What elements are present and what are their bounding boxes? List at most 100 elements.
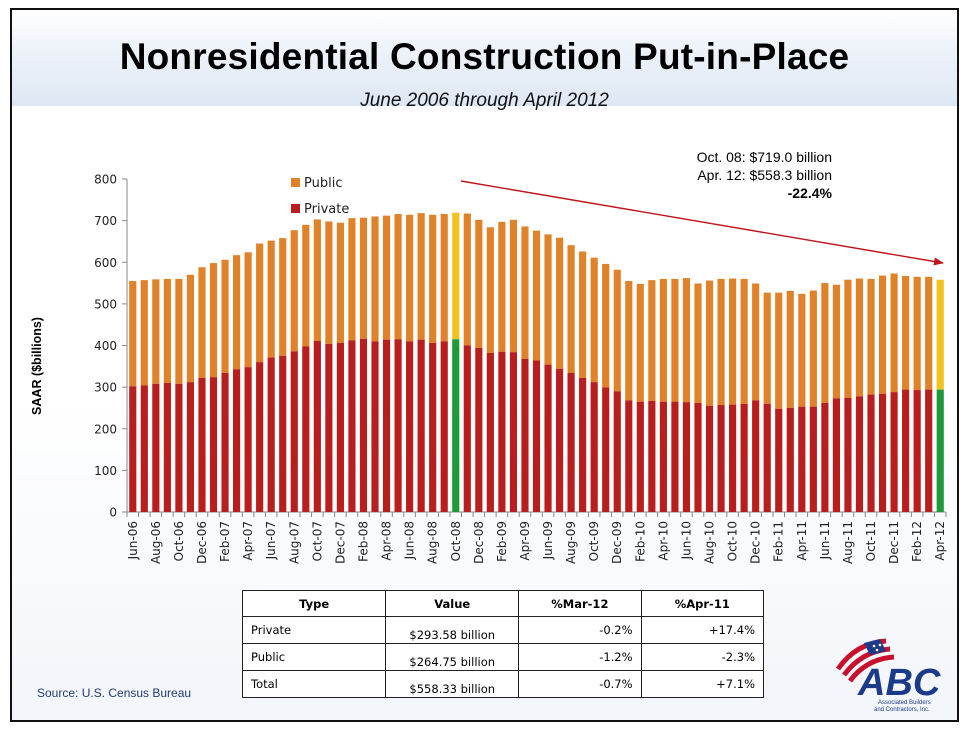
x-tick-label: Aug-10 <box>703 521 717 564</box>
bar-private <box>936 389 944 512</box>
bar-private <box>348 340 356 512</box>
x-tick-label: Feb-12 <box>910 521 924 562</box>
bar-public <box>625 280 633 401</box>
table-row: Public $264.75 billion -1.2% -2.3% <box>241 643 765 671</box>
bar-public <box>648 280 656 401</box>
bar-public <box>198 267 206 378</box>
table-cell: -0.2% <box>518 616 642 644</box>
x-tick-label: Apr-12 <box>933 521 947 561</box>
y-tick-label: 300 <box>94 381 117 395</box>
bar-private <box>636 401 644 512</box>
annotation-peak: Oct. 08: $719.0 billion <box>696 149 832 165</box>
bar-public <box>382 215 391 340</box>
x-tick-label: Oct-08 <box>449 521 463 561</box>
bar-private <box>890 392 898 512</box>
x-tick-label: Feb-09 <box>495 521 509 562</box>
bar-public <box>821 283 829 403</box>
bar-public <box>913 276 921 391</box>
bar-public <box>129 280 137 387</box>
flag-stripes-icon <box>835 638 895 683</box>
table-cell: $558.33 billion <box>385 670 520 698</box>
bar-public <box>509 219 518 353</box>
bar-private <box>440 341 448 512</box>
x-tick-label: Aug-11 <box>841 521 855 564</box>
bar-private <box>798 406 806 512</box>
bar-public <box>359 217 368 339</box>
bar-private <box>313 340 321 512</box>
bar-public <box>671 278 679 402</box>
bar-public <box>659 278 667 402</box>
bar-public <box>544 234 552 365</box>
bar-private <box>613 391 621 512</box>
x-tick-label: Oct-06 <box>172 521 186 561</box>
table-header-apr11: %Apr-11 <box>640 590 765 617</box>
legend-swatch-private <box>291 204 300 213</box>
bar-public <box>786 290 794 408</box>
table-cell: +17.4% <box>640 616 765 644</box>
bar-private <box>832 398 840 512</box>
table-header-mar12: %Mar-12 <box>518 590 642 617</box>
table-header-type: Type <box>241 590 387 617</box>
bar-private <box>555 368 564 512</box>
bar-public <box>186 274 195 383</box>
table-header-row: Type Value %Mar-12 %Apr-11 <box>241 590 765 617</box>
bar-private <box>429 343 437 512</box>
bar-public <box>244 252 252 368</box>
legend-label-private: Private <box>304 202 349 217</box>
x-tick-label: Apr-08 <box>380 521 394 561</box>
logo-tagline-2: and Contractors, Inc. <box>874 707 930 713</box>
bar-private <box>775 408 783 512</box>
bar-private <box>198 377 206 512</box>
x-tick-label: Jun-06 <box>126 521 140 560</box>
x-tick-label: Feb-11 <box>772 521 786 562</box>
bar-public <box>855 278 864 397</box>
table-header-value: Value <box>385 590 520 617</box>
bar-public <box>371 216 379 342</box>
legend-swatch-public <box>291 178 300 187</box>
bar-public <box>590 257 598 383</box>
x-tick-label: Dec-08 <box>472 521 486 564</box>
bar-private <box>694 402 702 512</box>
x-axis-ticks: Jun-06 Aug-06 Oct-06 Dec-06 Feb-07 Apr-07 Jun-… <box>126 512 947 564</box>
bar-public <box>729 278 737 405</box>
y-tick-label: 600 <box>94 256 117 270</box>
stacked-bar-chart: 0 100 200 300 400 500 600 700 800 Jun-06 Aug-06 Oc… <box>30 173 947 565</box>
bar-public <box>233 255 241 370</box>
bar-public <box>221 259 229 373</box>
bar-public <box>532 230 541 361</box>
bar-private <box>256 362 264 512</box>
bar-public <box>406 214 414 342</box>
bar-private <box>463 345 471 512</box>
summary-table: Type Value %Mar-12 %Apr-11 Private $293.… <box>241 590 765 698</box>
bar-public <box>555 237 564 369</box>
y-tick-label: 500 <box>94 297 117 311</box>
source-note: Source: U.S. Census Bureau <box>37 686 192 700</box>
y-tick-label: 100 <box>94 464 117 478</box>
bar-public <box>740 278 748 404</box>
bar-public <box>936 279 944 390</box>
bar-private <box>913 390 921 512</box>
x-tick-label: Oct-09 <box>587 521 601 561</box>
bar-private <box>786 407 794 512</box>
logo-tagline-1: Associated Builders <box>878 700 931 706</box>
bar-public <box>302 224 310 347</box>
bar-private <box>221 372 229 512</box>
bar-private <box>498 351 506 512</box>
table-cell: -0.7% <box>518 670 642 698</box>
bar-private <box>579 377 587 512</box>
bar-private <box>717 405 725 512</box>
x-tick-label: Jun-11 <box>818 521 832 560</box>
table-cell: -2.3% <box>640 643 765 671</box>
bar-public <box>636 283 644 402</box>
bar-private <box>705 405 714 512</box>
y-axis-ticks: 0 100 200 300 400 500 600 700 800 <box>94 173 127 520</box>
table-cell: Public <box>241 643 387 671</box>
table-cell: Private <box>241 616 387 644</box>
bar-public <box>163 278 171 383</box>
logo-text: ABC <box>857 662 941 704</box>
bar-private <box>152 383 160 512</box>
bar-private <box>590 382 598 512</box>
bar-private <box>532 360 541 512</box>
bar-public <box>890 273 898 393</box>
bar-private <box>371 341 379 512</box>
